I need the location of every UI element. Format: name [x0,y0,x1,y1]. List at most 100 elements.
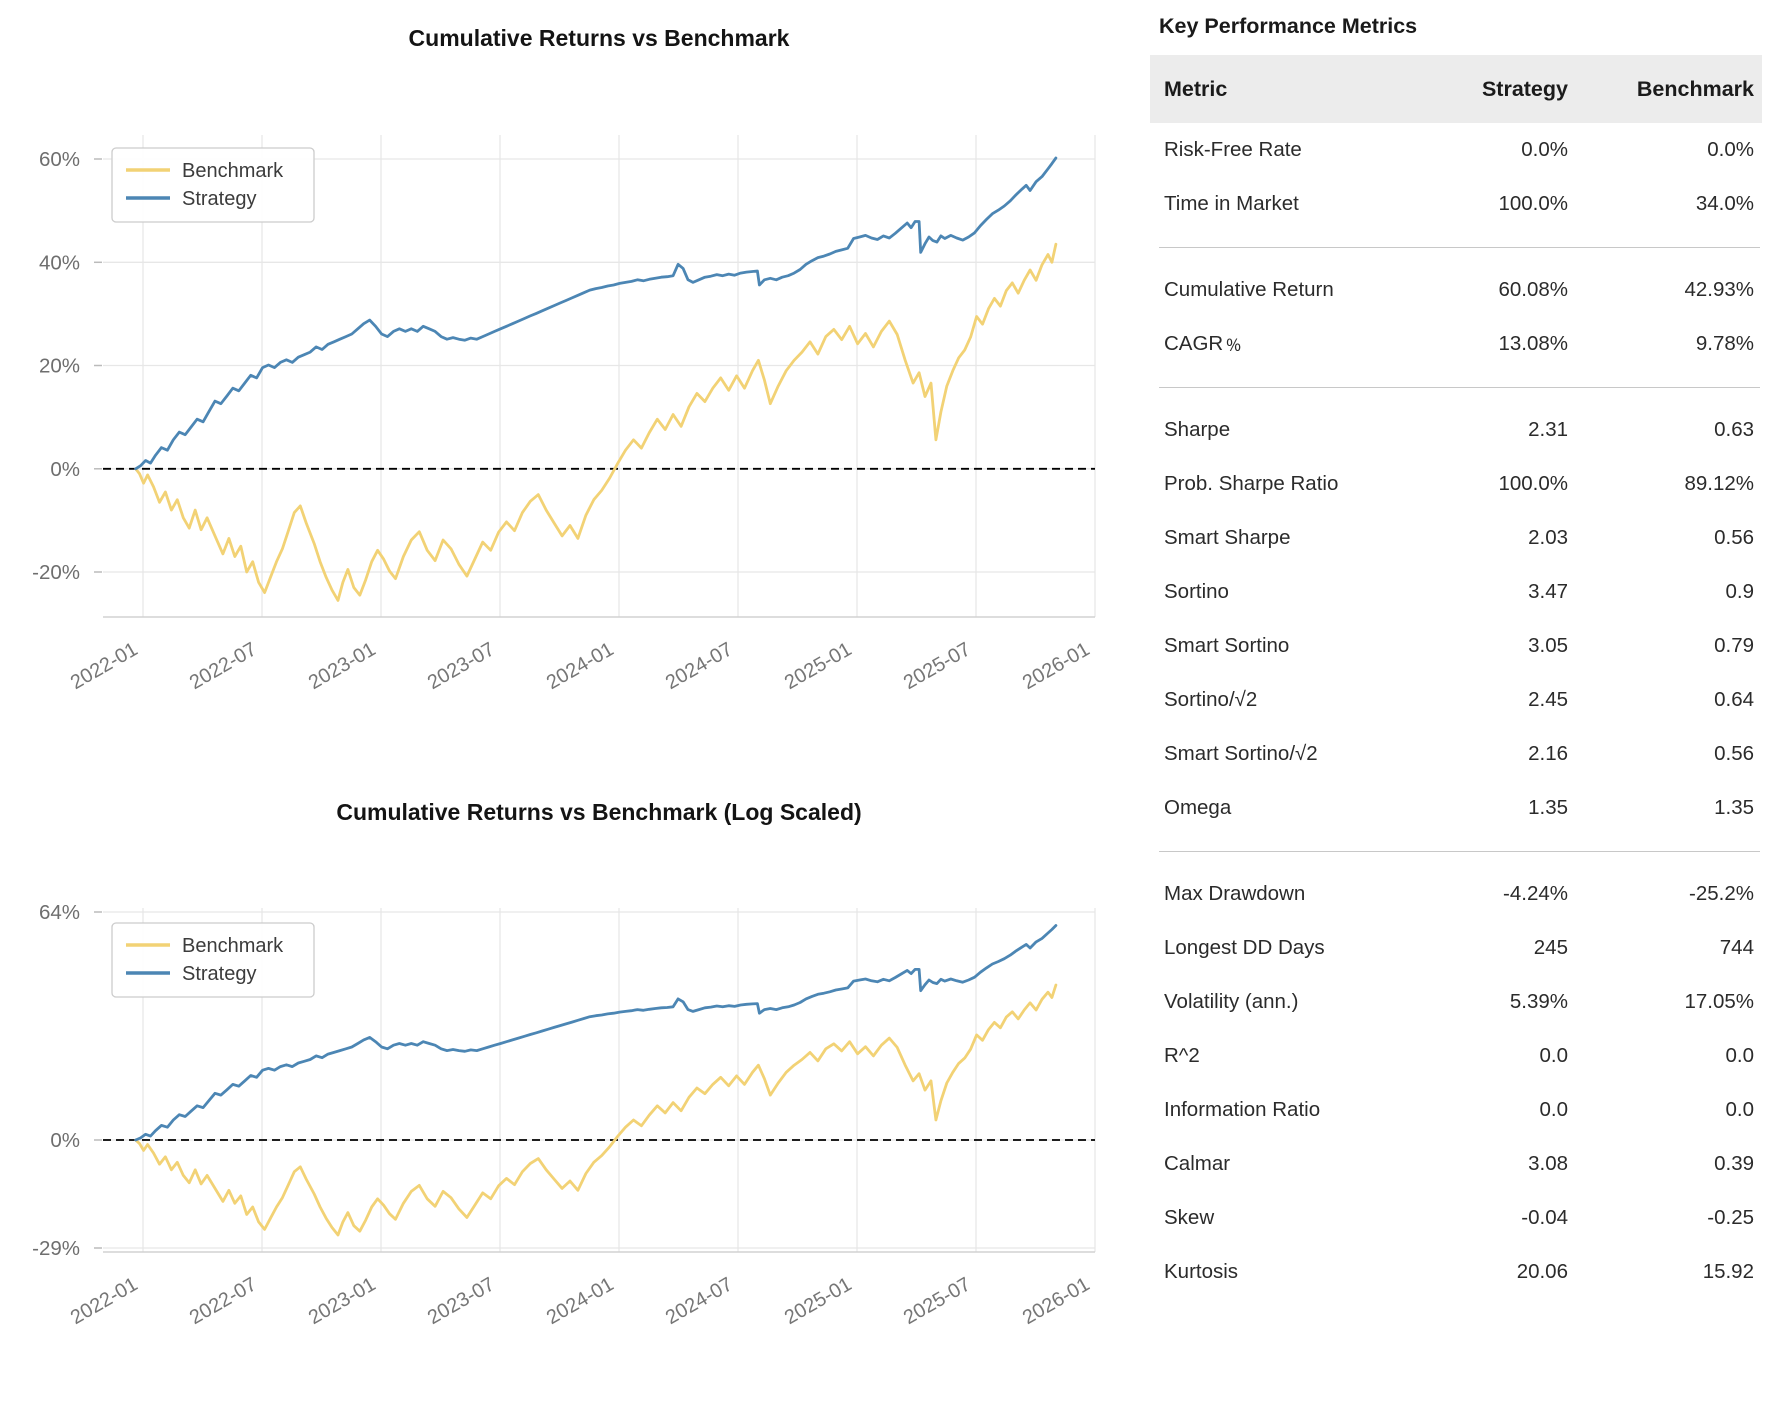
metric-value-benchmark: 0.56 [1714,742,1754,766]
metric-row: Sortino/√2 2.45 0.64 [1150,673,1762,727]
metric-value-benchmark: 0.56 [1714,526,1754,550]
metric-value-strategy: 3.08 [1528,1152,1568,1176]
metric-value-strategy: 2.45 [1528,688,1568,712]
metrics-panel: Key Performance Metrics Metric Strategy … [1150,14,1762,1299]
metric-value-strategy: 5.39% [1509,990,1568,1014]
separator-line [1159,386,1760,388]
table-separator [1150,231,1762,263]
metric-value-strategy: 3.05 [1528,634,1568,658]
metric-row: Time in Market 100.0% 34.0% [1150,177,1762,231]
metric-row: Skew -0.04 -0.25 [1150,1191,1762,1245]
legend-box [111,147,315,223]
legend-label-benchmark: Benchmark [182,935,284,957]
legend-box [111,922,315,998]
panel-linear: 60% 40% 20% 0% -20% 2022-01 2022-07 2023-01 2023… [32,25,1096,694]
metric-row: Cumulative Return 60.08% 42.93% [1150,263,1762,317]
table-separator [1150,371,1762,403]
x-tick-label: 2022-07 [186,1273,261,1329]
chart-title: Cumulative Returns vs Benchmark (Log Sca… [336,799,861,825]
metric-value-strategy: 245 [1533,936,1568,960]
x-tick-label: 2025-01 [781,638,856,694]
metric-label: Kurtosis [1164,1260,1239,1284]
col-header-benchmark: Benchmark [1570,55,1762,123]
y-tick-label: 0% [50,1129,80,1152]
metric-row: Volatility (ann.) 5.39% 17.05% [1150,975,1762,1029]
metric-row: CAGR﹪ 13.08% 9.78% [1150,317,1762,371]
metric-row: Information Ratio 0.0 0.0 [1150,1083,1762,1137]
y-tick-label: 0% [50,458,80,481]
legend-label-strategy: Strategy [182,188,256,210]
metric-value-benchmark: 34.0% [1695,192,1754,216]
metric-label: Max Drawdown [1164,882,1306,906]
metric-label: CAGR﹪ [1164,332,1244,356]
metric-value-strategy: -4.24% [1503,882,1568,906]
metric-label: Skew [1164,1206,1215,1230]
metric-row: Max Drawdown -4.24% -25.2% [1150,867,1762,921]
separator-line [1159,850,1760,852]
metric-value-benchmark: 1.35 [1714,796,1754,820]
metric-value-strategy: 100.0% [1498,472,1568,496]
metric-label: R^2 [1164,1044,1200,1068]
metric-row: Calmar 3.08 0.39 [1150,1137,1762,1191]
metric-label: Smart Sharpe [1164,526,1291,550]
chart-title: Cumulative Returns vs Benchmark [409,25,790,51]
metric-row: Sharpe 2.31 0.63 [1150,403,1762,457]
metric-row: Omega 1.35 1.35 [1150,781,1762,835]
metric-value-benchmark: -25.2% [1689,882,1754,906]
metric-value-benchmark: 0.79 [1714,634,1754,658]
metric-value-benchmark: 744 [1719,936,1754,960]
metrics-header-row: Metric Strategy Benchmark [1150,55,1762,123]
metric-value-benchmark: 89.12% [1684,472,1754,496]
metrics-table: Metric Strategy Benchmark Risk-Free Rate… [1150,55,1762,1299]
y-tick-label: 40% [39,251,80,274]
metric-row: Kurtosis 20.06 15.92 [1150,1245,1762,1299]
metric-label: Sortino/√2 [1164,688,1258,712]
metric-label: Information Ratio [1164,1098,1321,1122]
metric-value-strategy: 0.0% [1521,138,1568,162]
metric-value-strategy: 0.0 [1539,1098,1569,1122]
x-tick-label: 2023-01 [305,1273,380,1329]
metric-row: Risk-Free Rate 0.0% 0.0% [1150,123,1762,177]
metric-value-benchmark: 0.63 [1714,418,1754,442]
y-tick-label: 20% [39,355,80,378]
x-tick-label: 2024-07 [662,638,737,694]
metric-value-benchmark: -0.25 [1707,1206,1754,1230]
y-tick-label: -29% [32,1237,80,1260]
x-tick-label: 2025-07 [900,1273,975,1329]
metric-row: Prob. Sharpe Ratio 100.0% 89.12% [1150,457,1762,511]
legend-label-strategy: Strategy [182,963,256,985]
metric-value-benchmark: 0.0 [1725,1098,1755,1122]
metric-label: Cumulative Return [1164,278,1334,302]
col-header-strategy: Strategy [1422,55,1570,123]
x-tick-label: 2023-07 [424,638,499,694]
x-tick-label: 2024-01 [543,1273,618,1329]
line-strategy [134,156,1058,471]
metric-label: Sharpe [1164,418,1231,442]
table-separator [1150,835,1762,867]
metrics-table-body: Risk-Free Rate 0.0% 0.0% Time in Market 100.… [1150,123,1762,1299]
metric-row: Sortino 3.47 0.9 [1150,565,1762,619]
metric-value-strategy: 0.0 [1539,1044,1569,1068]
line-benchmark [134,983,1058,1237]
legend-label-benchmark: Benchmark [182,160,284,182]
metric-value-strategy: 20.06 [1516,1260,1568,1284]
metric-row: Smart Sortino/√2 2.16 0.56 [1150,727,1762,781]
metric-row: Smart Sortino 3.05 0.79 [1150,619,1762,673]
metric-row: Longest DD Days 245 744 [1150,921,1762,975]
line-benchmark [134,242,1058,602]
x-tick-label: 2025-01 [781,1273,856,1329]
x-tick-label: 2024-01 [543,638,618,694]
metric-value-benchmark: 0.39 [1714,1152,1754,1176]
metric-value-benchmark: 0.0% [1707,138,1754,162]
metric-value-strategy: 2.03 [1528,526,1568,550]
x-tick-label: 2022-01 [67,638,142,694]
metrics-title: Key Performance Metrics [1159,14,1418,38]
metric-label: Smart Sortino [1164,634,1290,658]
metric-value-strategy: 60.08% [1498,278,1568,302]
metric-label: Omega [1164,796,1232,820]
metric-value-benchmark: 15.92 [1702,1260,1754,1284]
metric-value-strategy: 100.0% [1498,192,1568,216]
table-separator-row [1150,231,1762,263]
